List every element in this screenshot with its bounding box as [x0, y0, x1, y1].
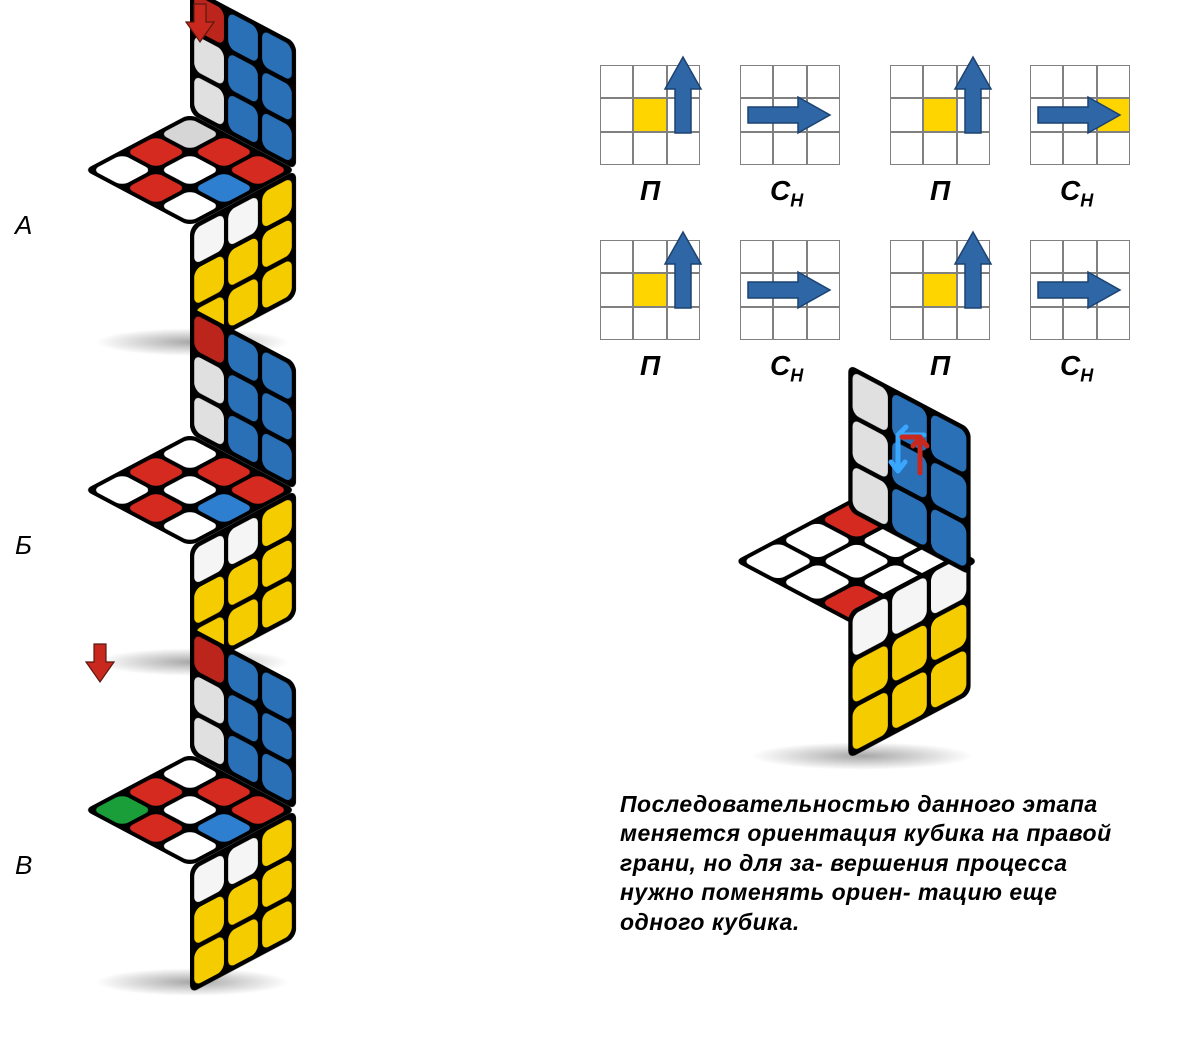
notation-arrow-icon	[1036, 270, 1122, 315]
notation-label: СН	[1060, 350, 1093, 387]
notation-cell	[633, 65, 666, 98]
notation-cell	[923, 98, 956, 131]
diagram-stage: А Б В П СН П СН П СН П СН Последовательностью данно…	[0, 0, 1200, 1044]
notation-label: П	[640, 175, 660, 207]
notation-cell	[1097, 65, 1130, 98]
notation-cell	[633, 240, 666, 273]
pointer-arrow-icon	[85, 642, 115, 689]
corner-swap-icon	[880, 421, 940, 490]
notation-arrow-icon	[953, 230, 993, 315]
notation-label: СН	[770, 175, 803, 212]
notation-cell	[740, 65, 773, 98]
notation-cell	[600, 65, 633, 98]
notation-cell	[890, 132, 923, 165]
notation-cell	[807, 240, 840, 273]
notation-cell	[1063, 240, 1096, 273]
notation-cell	[773, 65, 806, 98]
pointer-arrow-icon	[185, 2, 215, 49]
notation-cell	[1030, 240, 1063, 273]
cube-label: В	[15, 850, 32, 881]
notation-arrow-icon	[1036, 95, 1122, 140]
notation-cell	[807, 65, 840, 98]
notation-label: П	[930, 350, 950, 382]
notation-cell	[890, 273, 923, 306]
notation-cell	[890, 307, 923, 340]
notation-cell	[1063, 65, 1096, 98]
notation-cell	[890, 65, 923, 98]
notation-arrow-icon	[953, 55, 993, 140]
notation-cell	[890, 98, 923, 131]
notation-cell	[600, 132, 633, 165]
notation-cell	[633, 132, 666, 165]
notation-cell	[740, 240, 773, 273]
cube-label: А	[15, 210, 32, 241]
notation-label: СН	[1060, 175, 1093, 212]
caption-text: Последовательностью данного этапа меняет…	[620, 790, 1130, 937]
notation-arrow-icon	[663, 55, 703, 140]
notation-cell	[1030, 65, 1063, 98]
notation-arrow-icon	[746, 270, 832, 315]
notation-cell	[600, 307, 633, 340]
notation-arrow-icon	[663, 230, 703, 315]
notation-cell	[890, 240, 923, 273]
notation-arrow-icon	[746, 95, 832, 140]
notation-cell	[633, 98, 666, 131]
notation-cell	[633, 307, 666, 340]
notation-cell	[633, 273, 666, 306]
notation-cell	[773, 240, 806, 273]
notation-cell	[600, 273, 633, 306]
notation-cell	[600, 98, 633, 131]
notation-cell	[1097, 240, 1130, 273]
notation-label: П	[930, 175, 950, 207]
notation-cell	[923, 65, 956, 98]
notation-cell	[923, 240, 956, 273]
cube-label: Б	[15, 530, 32, 561]
notation-label: П	[640, 350, 660, 382]
notation-cell	[923, 307, 956, 340]
notation-cell	[923, 132, 956, 165]
notation-cell	[923, 273, 956, 306]
notation-label: СН	[770, 350, 803, 387]
notation-cell	[600, 240, 633, 273]
